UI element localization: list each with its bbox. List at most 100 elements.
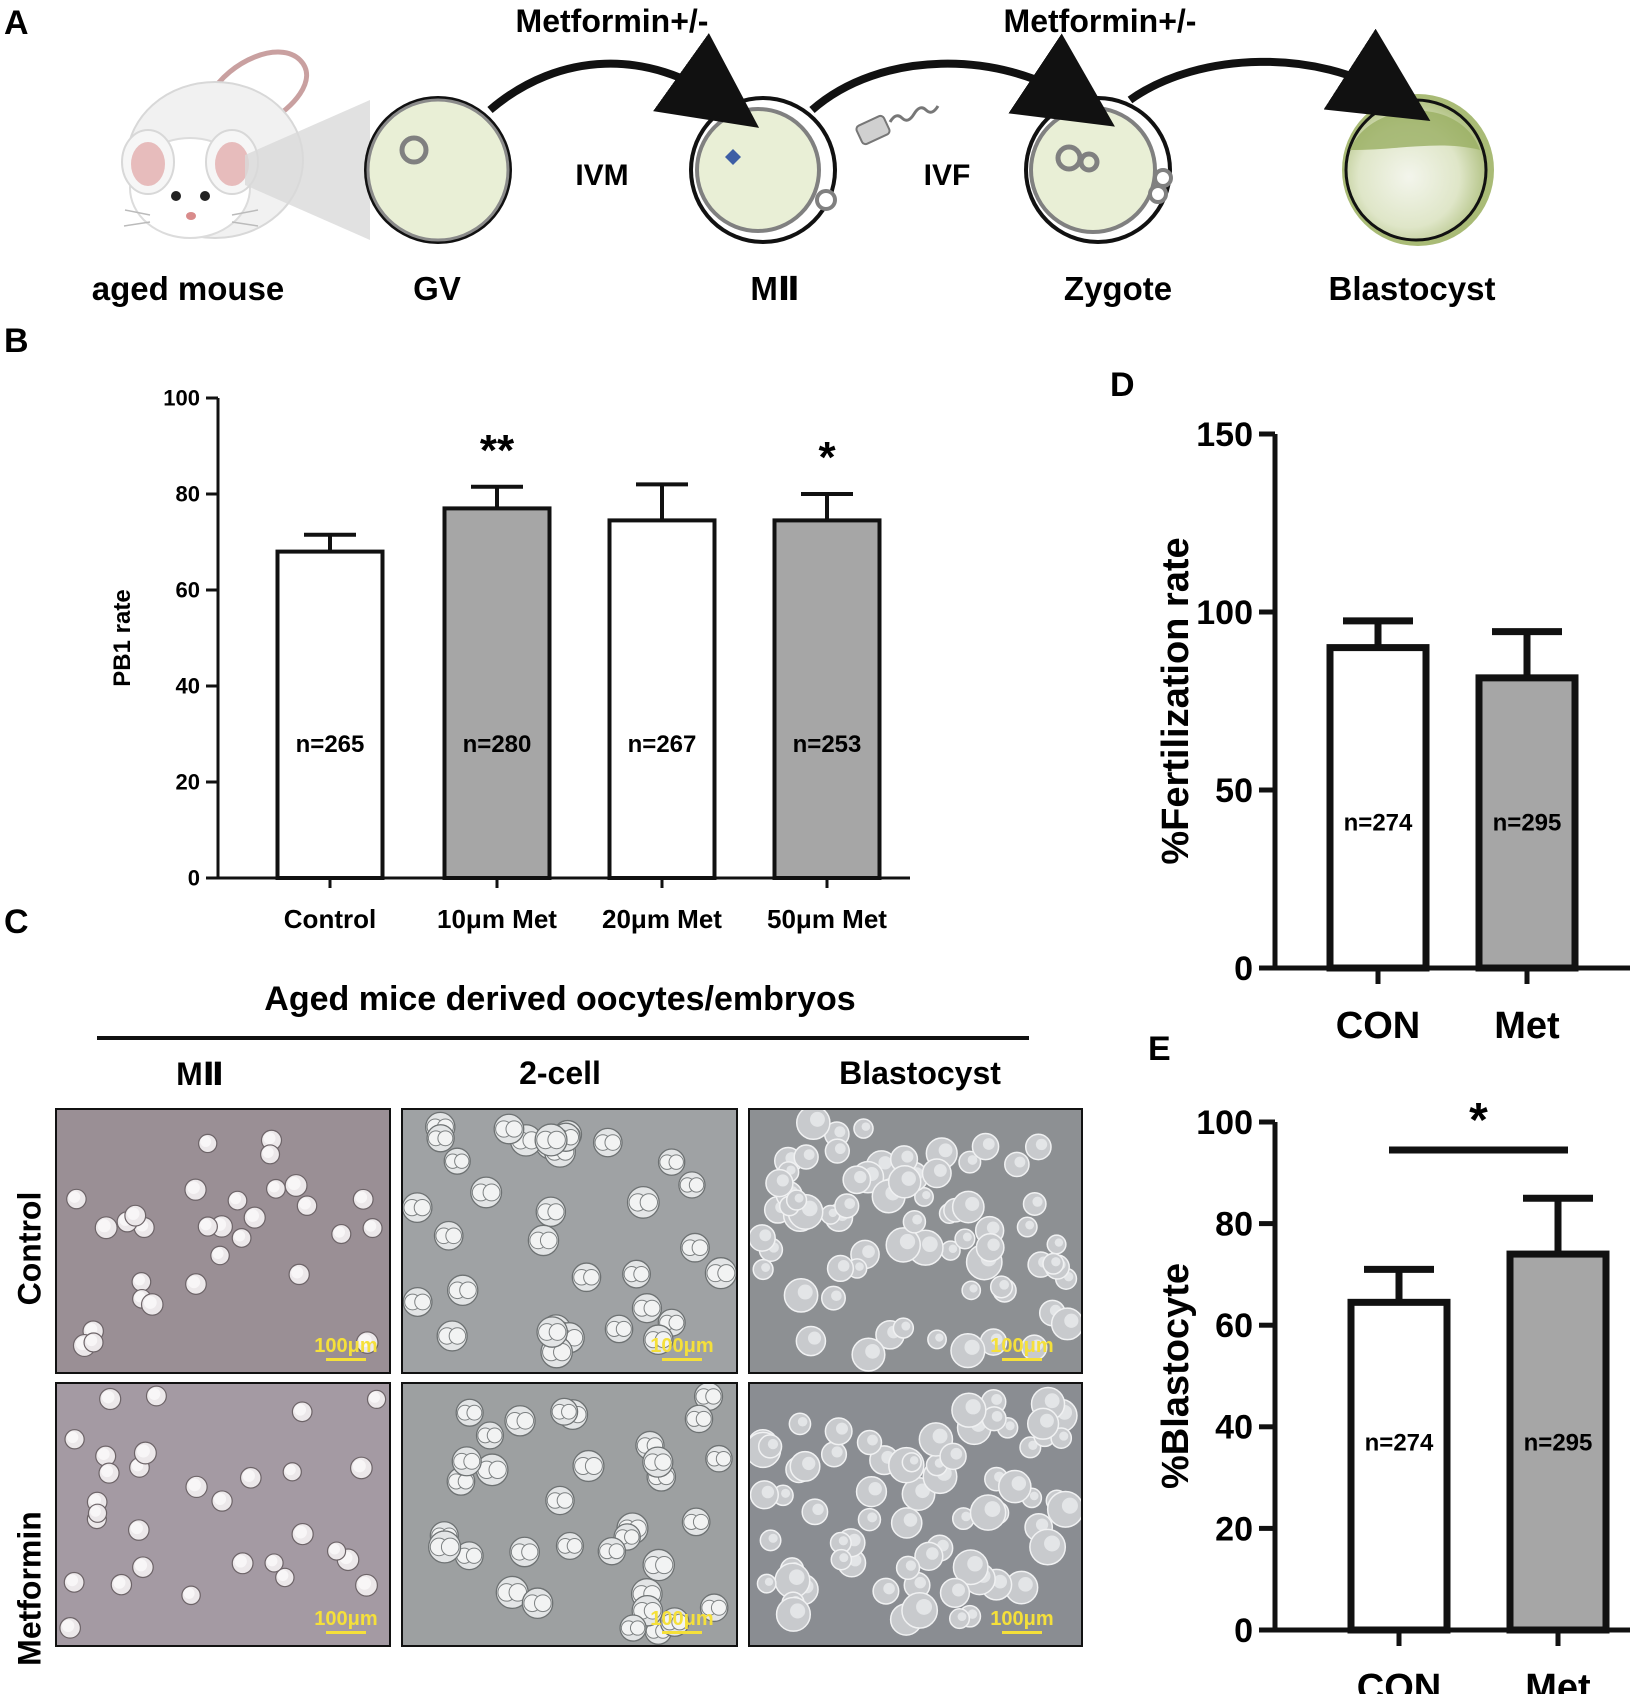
x-tick-label: 10μm Met bbox=[437, 904, 557, 934]
scale-bar-control-2cell: 100μm bbox=[642, 1335, 722, 1361]
column-label-blastocyst: Blastocyst bbox=[839, 1055, 1001, 1091]
blastocyst-inner bbox=[865, 1344, 880, 1359]
blastocyst-inner bbox=[834, 1126, 846, 1138]
scale-label: 100μm bbox=[314, 1608, 378, 1630]
blastocyst-inner bbox=[957, 1612, 967, 1622]
blastocyst-inner bbox=[1064, 1313, 1079, 1328]
blastocyst-inner bbox=[1044, 1535, 1060, 1552]
panel-label-c: C bbox=[4, 903, 29, 941]
oocyte-highlight bbox=[212, 1247, 224, 1260]
blastomere bbox=[534, 1594, 552, 1613]
blastomere bbox=[710, 1599, 727, 1616]
blastocyst-inner bbox=[991, 1394, 1003, 1405]
blastocyst-inner bbox=[828, 1208, 838, 1218]
significance-marker: * bbox=[818, 433, 836, 482]
oocyte-highlight bbox=[134, 1559, 148, 1572]
blastomere bbox=[548, 1323, 567, 1341]
y-tick-label: 50 bbox=[1215, 772, 1253, 810]
oocyte-highlight bbox=[143, 1296, 157, 1309]
y-tick-label: 60 bbox=[176, 578, 200, 603]
arrow-gv-to-mii bbox=[487, 33, 760, 128]
blastocyst-inner bbox=[1011, 1476, 1027, 1491]
blastocyst-inner bbox=[905, 1560, 917, 1571]
oocyte-highlight bbox=[214, 1492, 227, 1506]
blastocyst-inner bbox=[861, 1122, 871, 1131]
oocyte-highlight bbox=[287, 1176, 301, 1191]
y-tick-label: 80 bbox=[1215, 1206, 1253, 1244]
blastomere bbox=[414, 1293, 432, 1311]
n-label: n=267 bbox=[628, 731, 697, 758]
n-label: n=295 bbox=[1524, 1429, 1593, 1456]
y-tick-label: 20 bbox=[176, 770, 200, 795]
blastomere bbox=[715, 1450, 732, 1467]
blastomere bbox=[488, 1460, 507, 1480]
oocyte-highlight bbox=[101, 1465, 114, 1478]
micrograph-control-blastocyst bbox=[748, 1108, 1083, 1374]
oocyte-highlight bbox=[97, 1219, 111, 1233]
blastomere bbox=[654, 1453, 672, 1471]
y-axis-label: %Blastocyte bbox=[1155, 1263, 1197, 1489]
blastocyst-inner bbox=[961, 1511, 971, 1522]
blastocyst-inner bbox=[1029, 1491, 1039, 1501]
oocyte-highlight bbox=[277, 1569, 289, 1581]
blastocyst-inner bbox=[812, 1503, 824, 1516]
arrow-zygote-to-blastocyst bbox=[1127, 28, 1431, 121]
oocyte-highlight bbox=[229, 1193, 242, 1205]
blastomere bbox=[691, 1239, 709, 1257]
blastocyst-inner bbox=[883, 1582, 895, 1595]
blastomere bbox=[448, 1327, 467, 1345]
blastocyst-inner bbox=[909, 1456, 919, 1465]
blastocyst-inner bbox=[797, 1416, 808, 1427]
oocyte-highlight bbox=[369, 1391, 380, 1403]
oocyte-highlight bbox=[291, 1266, 304, 1279]
bar bbox=[1475, 674, 1579, 972]
micrograph-cells bbox=[59, 1385, 387, 1639]
gv-oocyte-icon bbox=[364, 96, 512, 244]
micrograph-cells bbox=[750, 1110, 1081, 1372]
blastomere bbox=[639, 1193, 659, 1212]
y-tick-label: 60 bbox=[1215, 1307, 1253, 1345]
blastomere bbox=[604, 1134, 622, 1151]
panel-label-d: D bbox=[1110, 366, 1135, 404]
blastocyst-inner bbox=[836, 1422, 848, 1435]
y-tick-label: 40 bbox=[1215, 1409, 1253, 1447]
oocyte-highlight bbox=[299, 1197, 311, 1210]
blastomere bbox=[547, 1203, 565, 1221]
blastocyst-inner bbox=[810, 1111, 825, 1127]
blastocyst-inner bbox=[984, 1501, 1001, 1517]
oocyte-highlight bbox=[262, 1146, 274, 1159]
stage-label-zygote: Zygote bbox=[1064, 270, 1172, 307]
micrograph-cells bbox=[403, 1111, 736, 1369]
blastocyst-inner bbox=[867, 1434, 878, 1446]
blastomere bbox=[440, 1537, 460, 1557]
micrograph-metformin-2cell bbox=[401, 1382, 738, 1647]
blastocyst-inner bbox=[999, 1279, 1010, 1290]
blastocyst-inner bbox=[1054, 1238, 1064, 1247]
oocyte-highlight bbox=[358, 1334, 372, 1348]
y-tick-label: 100 bbox=[1196, 1104, 1253, 1142]
blastocyst-inner bbox=[922, 1190, 931, 1200]
blastocyst-inner bbox=[1040, 1413, 1054, 1428]
blastocyst-inner bbox=[768, 1533, 778, 1543]
oocyte-highlight bbox=[89, 1494, 102, 1506]
oocyte-highlight bbox=[268, 1181, 280, 1193]
blastocyst-inner bbox=[761, 1263, 771, 1272]
mii-oocyte-icon bbox=[689, 96, 837, 244]
blastocyst-inner bbox=[759, 1229, 772, 1242]
significance-marker: ** bbox=[480, 426, 515, 475]
blastomere bbox=[521, 1543, 539, 1561]
blastomere bbox=[695, 1410, 712, 1427]
oocyte-highlight bbox=[66, 1574, 79, 1587]
blastomere bbox=[466, 1404, 483, 1421]
panel-label-b: B bbox=[4, 322, 29, 360]
blastomere bbox=[655, 1555, 674, 1575]
blastocyst-inner bbox=[764, 1577, 774, 1586]
blastomere bbox=[668, 1314, 685, 1331]
blastomere bbox=[615, 1320, 632, 1337]
blastocyst-inner bbox=[838, 1536, 848, 1546]
blastocyst-inner bbox=[862, 1245, 875, 1258]
blastocyst-inner bbox=[962, 1232, 972, 1242]
blastocyst-inner bbox=[964, 1339, 980, 1355]
blastocyst-inner bbox=[901, 1321, 911, 1331]
x-tick-label: 20μm Met bbox=[602, 904, 722, 934]
